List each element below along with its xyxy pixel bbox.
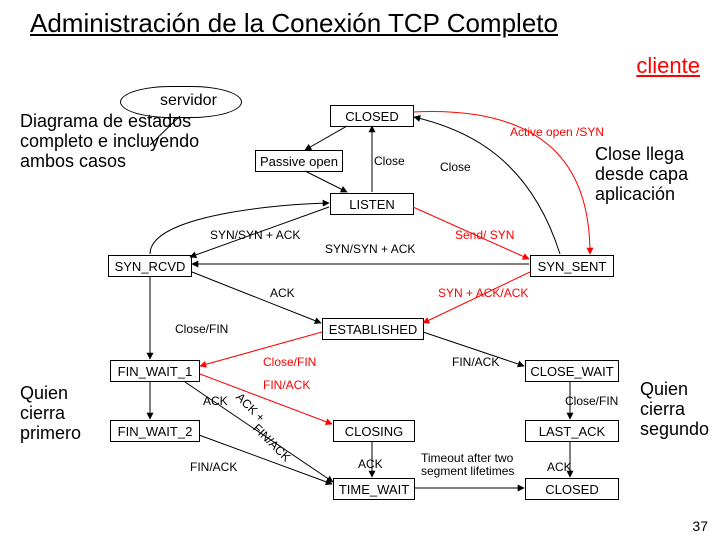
note-quien-segundo: Quien cierra segundo [640, 380, 720, 439]
cliente-heading: cliente [636, 53, 700, 79]
edge-label-ack_l: ACK [270, 286, 295, 300]
edge-label-close_fin_m: Close/FIN [263, 355, 316, 369]
edge-label-close_b: Close [440, 160, 471, 174]
page-title: Administración de la Conexión TCP Comple… [30, 8, 558, 39]
edge-label-syn_ack_ack: SYN + ACK/ACK [438, 286, 528, 300]
state-listen: LISTEN [330, 193, 414, 215]
edge-label-close_fin_r: Close/FIN [565, 394, 618, 408]
edge-label-active_open: Active open /SYN [510, 125, 604, 139]
state-fin_wait_1: FIN_WAIT_1 [110, 360, 200, 382]
state-time_wait: TIME_WAIT [333, 478, 415, 500]
note-close-llega: Close llega desde capa aplicación [595, 145, 715, 204]
description-text: Diagrama de estados completo e incluyend… [20, 112, 220, 171]
edge-label-fin_ack_m: FIN/ACK [263, 378, 310, 392]
state-last_ack: LAST_ACK [525, 420, 619, 442]
edge-label-ack_plus: ACK + [233, 390, 268, 425]
edge-label-close_fin_l: Close/FIN [175, 322, 228, 336]
edge-label-fin_ack_r: FIN/ACK [452, 355, 499, 369]
state-syn_rcvd: SYN_RCVD [108, 255, 192, 277]
edge-label-fin_ack_rot: FIN/ACK [250, 421, 293, 464]
servidor-heading: servidor [160, 92, 217, 110]
edge-label-close_a: Close [374, 154, 405, 168]
edge-label-syn_syn_ack: SYN/SYN + ACK [210, 228, 300, 242]
edge-label-send_syn: Send/ SYN [455, 228, 514, 242]
edge-label-ack_mid: ACK [203, 394, 228, 408]
state-closed: CLOSED [330, 105, 414, 127]
edge-label-ack_closing: ACK [358, 457, 383, 471]
state-close_wait: CLOSE_WAIT [525, 360, 619, 382]
state-closed2: CLOSED [525, 478, 619, 500]
state-fin_wait_2: FIN_WAIT_2 [110, 420, 200, 442]
page-number: 37 [692, 518, 708, 534]
state-closing: CLOSING [333, 420, 415, 442]
edge-label-timeout: Timeout after two segment lifetimes [421, 452, 531, 477]
state-syn_sent: SYN_SENT [530, 255, 614, 277]
edge-label-syn_syn_ack2: SYN/SYN + ACK [325, 242, 415, 256]
state-passive: Passive open [255, 150, 343, 172]
note-quien-primero: Quien cierra primero [20, 384, 110, 443]
state-established: ESTABLISHED [322, 318, 424, 340]
edge-label-fin_ack_bl: FIN/ACK [190, 460, 237, 474]
edge-label-ack_last: ACK [547, 460, 572, 474]
